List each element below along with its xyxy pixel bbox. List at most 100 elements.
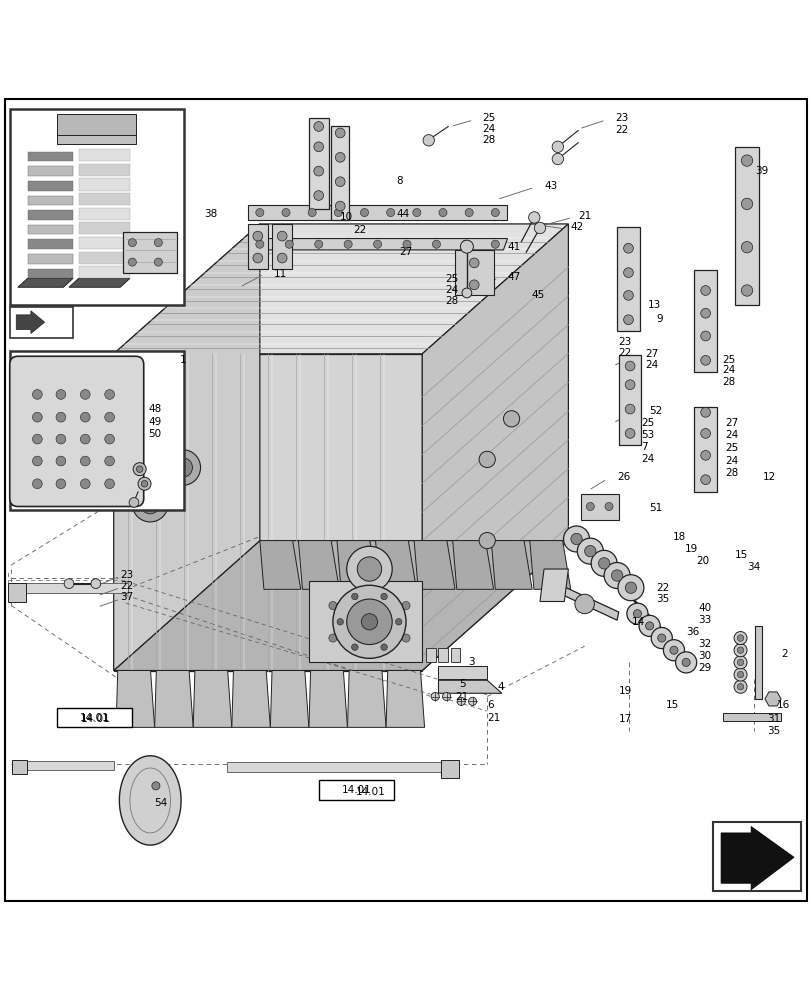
Circle shape [334,208,342,217]
Polygon shape [386,671,424,727]
FancyBboxPatch shape [319,780,393,800]
Circle shape [736,635,743,641]
Circle shape [623,315,633,325]
Circle shape [132,486,168,522]
Polygon shape [28,225,73,234]
Circle shape [624,582,636,593]
Text: 22: 22 [655,583,668,593]
Circle shape [584,545,595,557]
Text: 24: 24 [641,454,654,464]
Text: 48: 48 [148,404,161,414]
Circle shape [140,494,160,514]
Bar [722,713,780,721]
Circle shape [314,240,323,248]
Circle shape [386,208,394,217]
Text: 41: 41 [507,242,520,252]
Text: 33: 33 [697,615,710,625]
Text: 39: 39 [754,166,767,176]
Polygon shape [337,541,377,589]
Circle shape [626,603,647,624]
Text: 27: 27 [645,349,658,359]
Polygon shape [123,232,177,273]
Circle shape [173,458,192,477]
Circle shape [335,128,345,138]
Polygon shape [79,266,130,278]
Text: 3: 3 [468,657,474,667]
Circle shape [132,413,168,449]
Text: 24: 24 [724,430,737,440]
Circle shape [700,308,710,318]
Text: 22: 22 [353,225,366,235]
Text: 26: 26 [616,472,629,482]
Circle shape [152,782,160,790]
Circle shape [255,240,264,248]
Text: 53: 53 [641,430,654,440]
Circle shape [128,239,136,247]
Polygon shape [331,126,349,220]
Text: 8: 8 [396,176,402,186]
Polygon shape [453,541,493,589]
Text: 19: 19 [618,686,631,696]
Polygon shape [114,224,260,671]
Text: 28: 28 [482,135,495,145]
Polygon shape [69,278,130,287]
Text: 32: 32 [697,639,710,649]
Circle shape [373,240,381,248]
Text: 23: 23 [120,570,133,580]
Polygon shape [79,164,130,176]
Text: 28: 28 [724,468,737,478]
Circle shape [700,355,710,365]
Circle shape [468,697,476,705]
Text: 34: 34 [746,562,759,572]
Text: 54: 54 [154,798,167,808]
Polygon shape [28,239,73,249]
Polygon shape [438,666,487,679]
Circle shape [423,135,434,146]
Circle shape [700,475,710,485]
Polygon shape [79,237,130,249]
Text: 25: 25 [641,418,654,428]
Circle shape [460,240,473,253]
Polygon shape [79,178,130,191]
Polygon shape [720,826,793,890]
Polygon shape [114,541,568,671]
Text: 49: 49 [148,417,161,427]
Polygon shape [28,210,73,220]
Circle shape [253,231,263,241]
Text: 27: 27 [724,418,737,428]
Circle shape [604,502,612,511]
Circle shape [740,242,752,253]
Circle shape [165,450,200,485]
Circle shape [623,291,633,300]
Circle shape [534,222,545,234]
Text: 47: 47 [507,272,520,282]
Polygon shape [79,193,130,205]
Circle shape [255,208,264,217]
Bar [693,407,716,492]
Circle shape [624,380,634,390]
Text: 35: 35 [766,726,779,736]
Polygon shape [16,311,45,334]
Text: 29: 29 [697,663,710,673]
Text: 15: 15 [665,700,678,710]
Circle shape [650,627,672,649]
Circle shape [733,656,746,669]
Bar [618,355,641,445]
Text: 19: 19 [684,544,697,554]
Circle shape [733,644,746,657]
Polygon shape [79,208,130,220]
Circle shape [80,412,90,422]
Circle shape [740,285,752,296]
Circle shape [740,198,752,210]
Bar [57,131,136,144]
Bar [12,760,27,774]
Polygon shape [347,671,385,727]
Circle shape [361,614,377,630]
Circle shape [141,481,148,487]
Circle shape [736,647,743,653]
Circle shape [281,208,290,217]
Circle shape [551,153,563,165]
Circle shape [669,646,677,654]
Circle shape [431,240,440,248]
Text: 42: 42 [570,222,583,232]
